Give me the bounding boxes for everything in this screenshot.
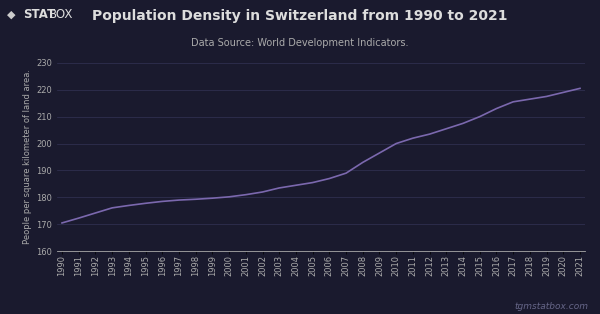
Text: BOX: BOX (49, 8, 74, 21)
Text: Population Density in Switzerland from 1990 to 2021: Population Density in Switzerland from 1… (92, 9, 508, 24)
Y-axis label: People per square kilometer of land area.: People per square kilometer of land area… (23, 69, 32, 245)
Text: Data Source: World Development Indicators.: Data Source: World Development Indicator… (191, 38, 409, 48)
Text: STAT: STAT (23, 8, 55, 21)
Text: tgmstatbox.com: tgmstatbox.com (514, 302, 588, 311)
Text: ◆: ◆ (7, 9, 19, 19)
